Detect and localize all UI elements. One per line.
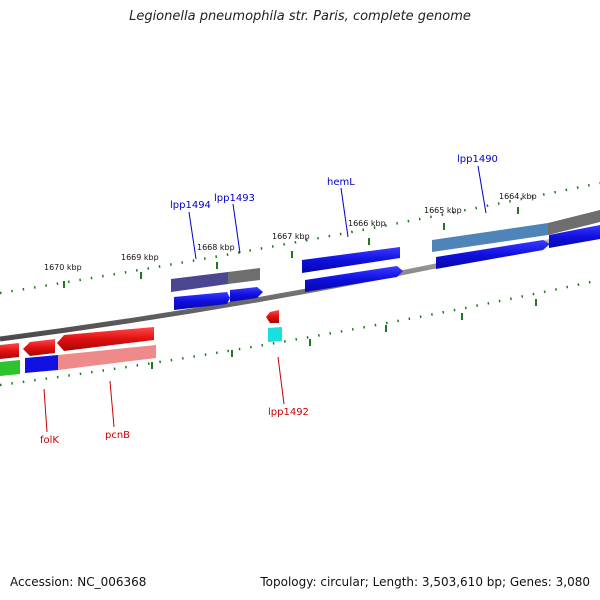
scale-label-1670: 1670 kbp bbox=[44, 263, 82, 272]
leader-lpp1492 bbox=[277, 356, 285, 405]
gene-lpp1494-arrow[interactable] bbox=[174, 292, 230, 310]
gene-lpp1493-arrow[interactable] bbox=[230, 287, 263, 302]
outer-major-ticks bbox=[63, 207, 519, 288]
cog-track-reverse bbox=[0, 327, 282, 376]
cog-block-edge-green[interactable] bbox=[0, 360, 20, 376]
label-leaders bbox=[43, 165, 487, 433]
gene-label-hemL[interactable]: hemL bbox=[327, 177, 355, 188]
cog-block-lpp1489[interactable] bbox=[548, 210, 600, 235]
map-title: Legionella pneumophila str. Paris, compl… bbox=[129, 9, 471, 24]
inner-tick-ring bbox=[0, 278, 600, 387]
gene-labels: lpp1494 lpp1493 hemL lpp1490 lpp1492 fol… bbox=[40, 154, 498, 446]
genome-summary: Topology: circular; Length: 3,503,610 bp… bbox=[260, 575, 590, 589]
leader-lpp1490 bbox=[477, 165, 487, 214]
gene-hemL-arrow-2[interactable] bbox=[305, 266, 403, 292]
gene-label-folK[interactable]: folK bbox=[40, 435, 59, 446]
gene-hemL-arrow-1[interactable] bbox=[302, 247, 400, 273]
leader-folK bbox=[43, 388, 48, 433]
cog-block-pcnB[interactable] bbox=[58, 345, 156, 370]
leader-hemL bbox=[340, 187, 349, 238]
gene-folK-arrow[interactable] bbox=[23, 339, 55, 356]
gene-lpp1489-arrow[interactable] bbox=[549, 225, 600, 248]
reverse-genes bbox=[0, 310, 279, 359]
scale-label-1666: 1666 kbp bbox=[348, 219, 386, 228]
gene-label-lpp1492[interactable]: lpp1492 bbox=[268, 407, 309, 418]
cog-block-folK[interactable] bbox=[25, 355, 58, 373]
forward-genes bbox=[174, 225, 600, 310]
leader-lpp1493 bbox=[232, 203, 241, 254]
gene-label-pcnB[interactable]: pcnB bbox=[105, 430, 130, 441]
accession-label: Accession: NC_006368 bbox=[10, 575, 147, 589]
gene-reverse-edge[interactable] bbox=[0, 343, 19, 359]
scale-label-1668: 1668 kbp bbox=[197, 243, 235, 252]
gene-lpp1490-arrow[interactable] bbox=[436, 240, 550, 269]
inner-major-ticks bbox=[151, 299, 537, 369]
cog-block-lpp1490[interactable] bbox=[432, 223, 548, 252]
gene-label-lpp1493[interactable]: lpp1493 bbox=[214, 193, 255, 204]
cog-block-lpp1493[interactable] bbox=[228, 268, 260, 284]
cog-track-forward bbox=[171, 210, 600, 292]
gene-pcnB-arrow[interactable] bbox=[57, 327, 154, 351]
scale-label-1665: 1665 kbp bbox=[424, 206, 462, 215]
cog-block-lpp1494[interactable] bbox=[171, 272, 228, 292]
scale-label-1667: 1667 kbp bbox=[272, 232, 310, 241]
scale-label-1664: 1664 kbp bbox=[499, 192, 537, 201]
leader-lpp1494 bbox=[188, 211, 197, 260]
gene-lpp1492-arrow[interactable] bbox=[266, 310, 279, 323]
leader-pcnB bbox=[109, 380, 115, 428]
scale-label-1669: 1669 kbp bbox=[121, 253, 159, 262]
gene-label-lpp1494[interactable]: lpp1494 bbox=[170, 200, 211, 211]
gene-label-lpp1490[interactable]: lpp1490 bbox=[457, 154, 498, 165]
cog-block-lpp1492[interactable] bbox=[268, 327, 282, 342]
